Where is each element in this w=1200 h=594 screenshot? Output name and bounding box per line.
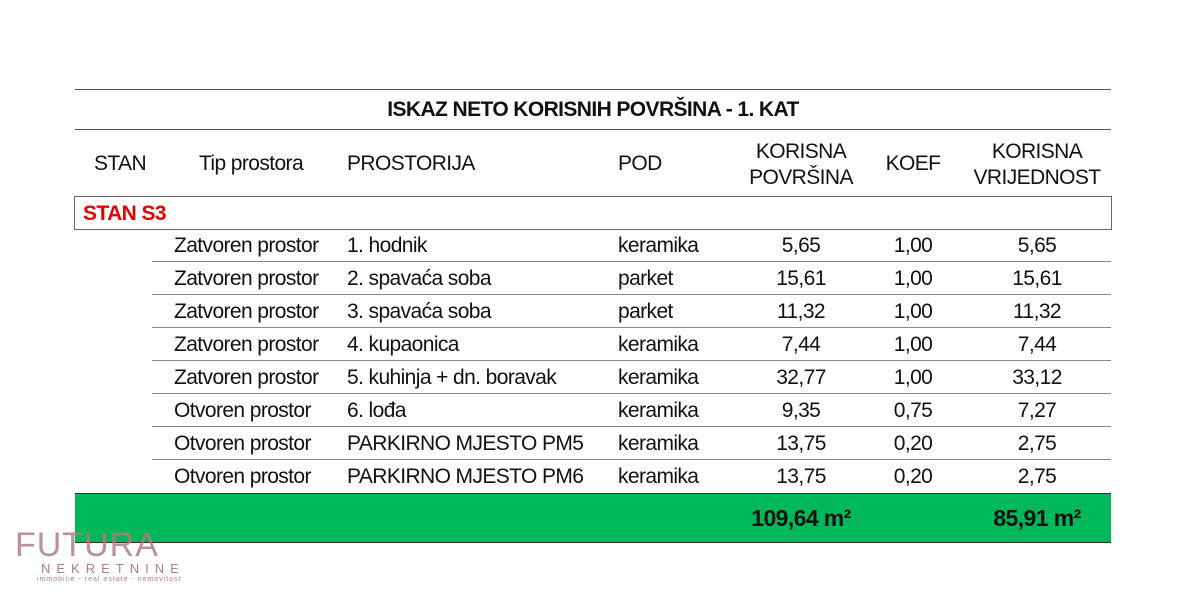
header-vrijednost-1: KORISNA: [991, 140, 1083, 163]
cell-tip: Otvoren prostor: [174, 432, 312, 455]
cell-vrijednost: 11,32: [1013, 300, 1062, 323]
total-vrijednost: 85,91 m²: [993, 505, 1081, 531]
cell-koef: 0,20: [893, 465, 933, 488]
cell-prostorija: PARKIRNO MJESTO PM5: [347, 432, 584, 455]
cell-tip: Otvoren prostor: [174, 465, 312, 488]
cell-koef: 1,00: [893, 267, 933, 290]
cell-prostorija: 6. lođa: [347, 399, 406, 422]
cell-tip: Zatvoren prostor: [174, 300, 319, 323]
cell-prostorija: 3. spavaća soba: [347, 300, 492, 323]
cell-povrsina: 32,77: [776, 366, 826, 389]
section-row: STAN S3: [74, 196, 1112, 230]
logo-name: FUTURA: [15, 526, 159, 564]
cell-prostorija: 2. spavaća soba: [347, 267, 492, 290]
row-divider: [152, 327, 1111, 328]
table-row: Zatvoren prostor 4. kupaonica keramika 7,44…: [0, 328, 1200, 361]
table-row: Zatvoren prostor 2. spavaća soba parket 15,…: [0, 262, 1200, 295]
cell-pod: keramika: [618, 366, 699, 389]
cell-vrijednost: 7,27: [1017, 399, 1057, 422]
cell-vrijednost: 2,75: [1017, 465, 1057, 488]
cell-povrsina: 13,75: [776, 432, 826, 455]
cell-koef: 0,75: [893, 399, 933, 422]
header-prostorija: PROSTORIJA: [347, 152, 475, 175]
table-row: Zatvoren prostor 1. hodnik keramika 5,65 1,0…: [0, 229, 1200, 262]
row-divider: [152, 294, 1111, 295]
cell-tip: Zatvoren prostor: [174, 234, 319, 257]
cell-prostorija: 5. kuhinja + dn. boravak: [347, 366, 557, 389]
cell-povrsina: 13,75: [776, 465, 826, 488]
section-label: STAN S3: [83, 202, 167, 225]
cell-pod: parket: [618, 300, 673, 323]
header-povrsina-1: KORISNA: [755, 140, 847, 163]
table-row: Zatvoren prostor 3. spavaća soba parket 11,…: [0, 295, 1200, 328]
table-row: Otvoren prostor 6. lođa keramika 9,35 0,75 7,…: [0, 394, 1200, 427]
cell-koef: 1,00: [893, 366, 933, 389]
cell-pod: keramika: [618, 399, 699, 422]
total-povrsina: 109,64 m²: [751, 505, 851, 531]
header-tip: Tip prostora: [198, 152, 304, 175]
table-row: Otvoren prostor PARKIRNO MJESTO PM6 kerami…: [0, 460, 1200, 493]
totals-row: 109,64 m² 85,91 m²: [75, 493, 1111, 543]
header-koef: KOEF: [885, 152, 941, 175]
divider: [75, 129, 1111, 130]
futura-logo: FUTURA NEKRETNINE immobilie - real estat…: [15, 528, 185, 583]
logo-sub: NEKRETNINE: [41, 561, 185, 576]
header-povrsina-2: POVRŠINA: [749, 166, 853, 189]
cell-prostorija: 1. hodnik: [347, 234, 427, 257]
cell-pod: parket: [618, 267, 673, 290]
divider: [75, 89, 1111, 90]
cell-prostorija: 4. kupaonica: [347, 333, 459, 356]
cell-koef: 1,00: [893, 300, 933, 323]
cell-vrijednost: 7,44: [1017, 333, 1057, 356]
cell-povrsina: 15,61: [776, 267, 826, 290]
cell-tip: Zatvoren prostor: [174, 333, 319, 356]
cell-vrijednost: 33,12: [1012, 366, 1062, 389]
row-divider: [152, 360, 1111, 361]
cell-vrijednost: 2,75: [1017, 432, 1057, 455]
cell-prostorija: PARKIRNO MJESTO PM6: [347, 465, 584, 488]
cell-tip: Otvoren prostor: [174, 399, 312, 422]
cell-pod: keramika: [618, 234, 699, 257]
cell-povrsina: 9,35: [781, 399, 821, 422]
row-divider: [152, 426, 1111, 427]
cell-pod: keramika: [618, 465, 699, 488]
cell-povrsina: 5,65: [781, 234, 821, 257]
cell-vrijednost: 15,61: [1012, 267, 1062, 290]
cell-koef: 1,00: [893, 333, 933, 356]
cell-koef: 1,00: [893, 234, 933, 257]
cell-tip: Zatvoren prostor: [174, 267, 319, 290]
table-row: Zatvoren prostor 5. kuhinja + dn. boravak…: [0, 361, 1200, 394]
logo-tagline: immobilie - real estate - nemovitost: [37, 576, 182, 583]
row-divider: [152, 261, 1111, 262]
header-stan: STAN: [93, 152, 147, 175]
row-divider: [152, 459, 1111, 460]
cell-povrsina: 7,44: [781, 333, 821, 356]
cell-pod: keramika: [618, 333, 699, 356]
table-title: ISKAZ NETO KORISNIH POVRŠINA - 1. KAT: [387, 98, 799, 121]
table-row: Otvoren prostor PARKIRNO MJESTO PM5 kerami…: [0, 427, 1200, 460]
cell-povrsina: 11,32: [777, 300, 826, 323]
header-vrijednost-2: VRIJEDNOST: [973, 166, 1101, 189]
cell-tip: Zatvoren prostor: [174, 366, 319, 389]
cell-pod: keramika: [618, 432, 699, 455]
header-pod: POD: [618, 152, 662, 175]
cell-koef: 0,20: [893, 432, 933, 455]
row-divider: [152, 393, 1111, 394]
cell-vrijednost: 5,65: [1017, 234, 1057, 257]
